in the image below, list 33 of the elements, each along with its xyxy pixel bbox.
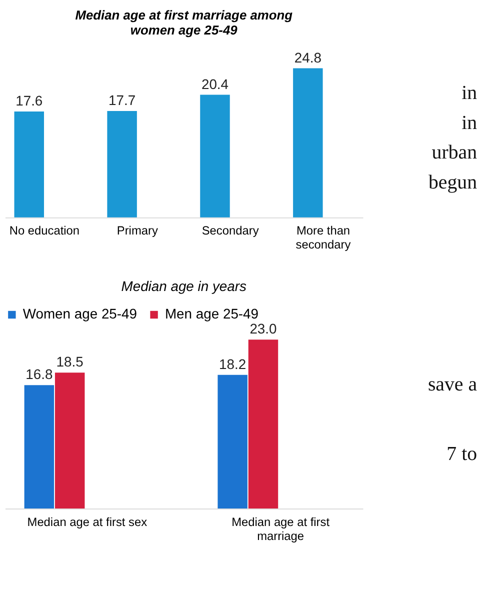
data-label: 18.5: [56, 354, 84, 370]
text: begun: [428, 172, 478, 194]
legend-label: Women age 25-49: [22, 306, 138, 322]
data-label: 17.6: [16, 92, 43, 109]
x-tick-label: Primary: [116, 224, 158, 238]
x-tick-label: Secondary: [202, 224, 259, 238]
bar: [200, 94, 230, 218]
x-tick-label: No education: [9, 224, 80, 238]
data-label: 24.8: [294, 49, 322, 66]
data-label: 20.4: [201, 76, 229, 92]
data-label: 18.2: [219, 356, 246, 372]
chart-title: Median age in years: [121, 278, 247, 294]
bar: [293, 68, 323, 218]
data-label: 17.7: [108, 92, 136, 108]
text: in: [462, 82, 478, 104]
x-tick-label: Median age at first sex: [27, 514, 148, 529]
x-tick-label: Median age at first marriage: [232, 514, 330, 543]
text: urban: [432, 142, 478, 164]
data-label: 23.0: [250, 320, 278, 337]
legend-label: Men age 25-49: [164, 306, 259, 322]
text: women age 25-49: [130, 22, 238, 38]
x-tick-label: More than secondary: [296, 224, 351, 252]
text: save a: [428, 373, 478, 396]
data-label: 16.8: [26, 366, 53, 382]
bar: [248, 340, 278, 509]
text: Median age at first marriage among: [75, 8, 293, 23]
bar: [107, 110, 137, 218]
text: 7 to: [446, 442, 478, 465]
text: in: [462, 112, 478, 134]
bar: [54, 372, 85, 509]
bar: [218, 374, 248, 509]
bar: [14, 112, 44, 218]
bar: [24, 385, 54, 509]
